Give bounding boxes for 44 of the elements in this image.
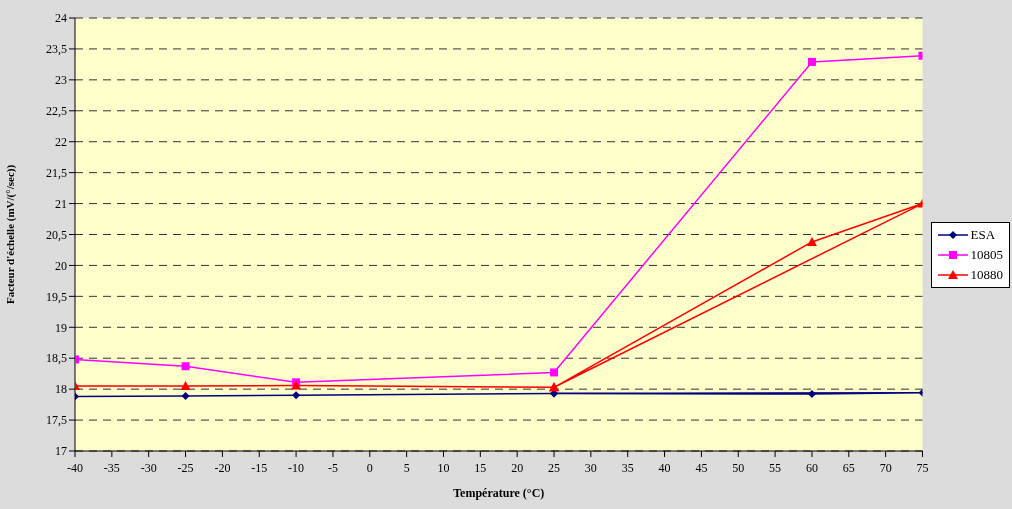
y-tick-label: 21 (55, 196, 67, 211)
x-tick-label: -40 (67, 460, 83, 475)
y-tick-label: 23 (55, 73, 67, 88)
x-tick-label: -30 (140, 460, 157, 475)
y-tick-label: 21,5 (46, 165, 67, 180)
x-tick-label: 75 (916, 460, 929, 475)
x-tick-label: 0 (366, 460, 373, 475)
x-tick-label: 20 (511, 460, 524, 475)
y-tick-label: 20 (55, 258, 67, 273)
y-tick-label: 18,5 (46, 351, 67, 366)
x-tick-label: 25 (548, 460, 561, 475)
x-tick-label: -5 (327, 460, 338, 475)
y-tick-label: 22 (55, 134, 67, 149)
x-tick-label: -15 (251, 460, 268, 475)
legend-label: ESA (970, 226, 996, 243)
x-tick-label: 10 (437, 460, 450, 475)
y-tick-label: 17 (55, 444, 67, 459)
legend-label: 10880 (970, 266, 1003, 283)
x-tick-label: 65 (842, 460, 855, 475)
y-tick-label: 20,5 (46, 227, 67, 242)
x-tick-label: 55 (769, 460, 782, 475)
x-tick-label: 15 (474, 460, 487, 475)
x-tick-label: 30 (584, 460, 597, 475)
x-tick-label: 45 (695, 460, 708, 475)
y-tick-label: 17,5 (46, 413, 67, 428)
x-tick-label: -35 (103, 460, 120, 475)
x-axis-title: Température (°C) (453, 486, 545, 500)
y-axis-title: Facteur d'échelle (mV/(°/sec)) (3, 164, 17, 305)
y-tick-label: 18 (55, 382, 67, 397)
x-tick-label: 35 (621, 460, 634, 475)
x-tick-label: 40 (658, 460, 671, 475)
y-tick-label: 19 (55, 320, 67, 335)
y-tick-label: 23,5 (46, 42, 67, 57)
x-tick-label: -25 (177, 460, 194, 475)
x-tick-label: 70 (879, 460, 892, 475)
y-tick-label: 19,5 (46, 289, 67, 304)
x-tick-label: 5 (403, 460, 410, 475)
y-tick-label: 24 (55, 11, 67, 26)
x-tick-label: -10 (288, 460, 305, 475)
legend-label: 10805 (970, 246, 1003, 263)
y-tick-label: 22,5 (46, 104, 67, 119)
x-tick-label: 60 (805, 460, 818, 475)
x-tick-label: -20 (214, 460, 231, 475)
x-tick-label: 50 (732, 460, 745, 475)
